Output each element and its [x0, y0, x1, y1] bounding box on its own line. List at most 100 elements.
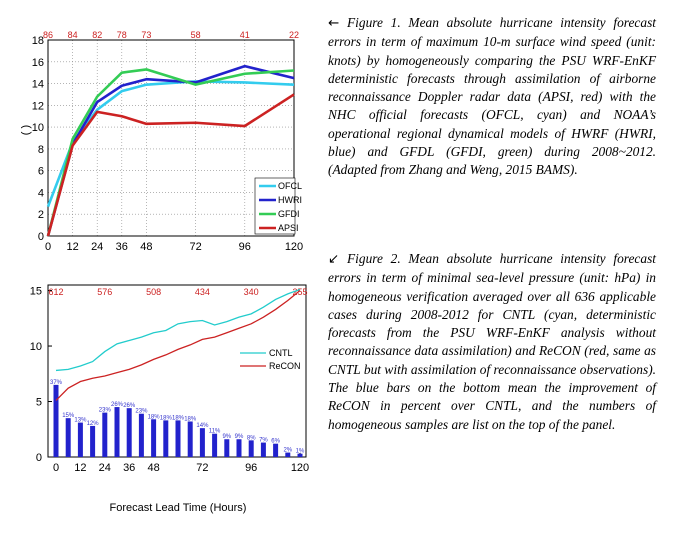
figure2-bar: [126, 408, 132, 457]
figure1-xtick-label: 48: [140, 241, 152, 253]
figure1-caption: ← Figure 1. Mean absolute hurricane inte…: [328, 14, 656, 180]
figure1-series-line-hwri: [46, 64, 295, 237]
figure2-xtick-label: 72: [196, 462, 208, 474]
figure2-bar: [102, 412, 108, 457]
figure2-bar-label: 6%: [271, 439, 280, 445]
figure2-bar: [65, 418, 71, 457]
figure2-xtick-label: 96: [245, 462, 257, 474]
figure2-caption-text: Figure 2. Mean absolute hurricane intens…: [328, 251, 656, 432]
figure1-ytick-label: 8: [38, 144, 44, 156]
figure2-sample-count: 576: [97, 287, 112, 297]
figure2-bar: [199, 428, 205, 457]
figure2-bar-label: 18%: [160, 415, 173, 421]
figure2-legend-label-recon: ReCON: [269, 361, 301, 371]
figure2-legend-label-cntl: CNTL: [269, 348, 293, 358]
figure2-bar: [224, 439, 230, 457]
figure1-legend-label-gfdi: GFDI: [278, 209, 300, 219]
figure2-bar: [212, 433, 218, 457]
figure1-sample-count: 41: [240, 30, 250, 40]
figure2-bar-label: 8%: [247, 435, 256, 441]
figure1-legend-label-apsi: APSI: [278, 223, 299, 233]
figure1-ytick-label: 6: [38, 166, 44, 178]
figure2-improvement-bars: 37%15%13%12%23%26% 26%23%18% 18% 18% 18%14%1…: [50, 380, 305, 457]
figure1-xtick-label: 120: [285, 241, 303, 253]
figure1-legend: OFCL HWRI GFDI APSI: [254, 177, 302, 235]
figure1-ytick-label: 12: [32, 100, 44, 112]
arrow-left-icon: ←: [328, 16, 340, 31]
figure1-xtick-label: 96: [239, 241, 251, 253]
figure2-ytick-label: 5: [36, 397, 42, 409]
figure2-bar-label: 18%: [172, 415, 185, 421]
figure2-xtick-label: 36: [123, 462, 135, 474]
figure1-legend-label-hwri: HWRI: [278, 195, 302, 205]
figure1-ytick-label: 10: [32, 122, 44, 134]
figure2-bar: [53, 384, 59, 457]
figure1-ytick-label: 16: [32, 57, 44, 69]
figure1-xtick-label: 0: [45, 241, 51, 253]
figure2-bar: [163, 420, 169, 457]
figure2-axes: 0 5 10 15 0 12 24 36 48 72 96 120: [30, 286, 309, 474]
figure2-bar: [151, 419, 157, 457]
figure2-bar: [90, 425, 96, 457]
figure1-xtick-label: 24: [91, 241, 103, 253]
figure1-sample-count: 73: [141, 30, 151, 40]
figure1-ytick-label: 4: [38, 187, 44, 199]
figure1-xtick-label: 72: [189, 241, 201, 253]
figure2-sample-counts: 612 576 508 434 340 255: [48, 287, 307, 297]
figure2-bar-label: 26%: [123, 403, 136, 409]
figure2-bar: [285, 452, 291, 457]
figure2-xtick-label: 120: [291, 462, 309, 474]
figure2-sample-count: 612: [48, 287, 63, 297]
figure1-caption-text: Figure 1. Mean absolute hurricane intens…: [328, 15, 656, 178]
figure2-chart: 0 5 10 15 0 12 24 36 48 72 96 120 612 576 508 434 340 25…: [30, 284, 309, 514]
figure1-sample-counts: 86 84 82 78 73 58 41 22: [43, 30, 299, 40]
figure1-sample-count: 84: [68, 30, 78, 40]
figure2-bar: [77, 422, 83, 457]
figure1-ytick-label: 0: [38, 231, 44, 243]
figure2-bar-label: 26%: [111, 402, 124, 408]
figure1-series: [46, 64, 295, 237]
figure1-legend-box: [254, 177, 296, 235]
figure1-xtick-label: 12: [66, 241, 78, 253]
figure1-ytick-label: 14: [32, 79, 44, 91]
figure1-plot-frame: [47, 39, 295, 237]
figure1-series-line-gfdi: [46, 68, 295, 237]
figure2-legend: CNTL ReCON: [240, 348, 301, 371]
figure1-sample-count: 82: [92, 30, 102, 40]
figure2-bar-label: 1%: [296, 449, 305, 455]
figure2-xtick-label: 48: [147, 462, 159, 474]
figure2-caption: ↙ Figure 2. Mean absolute hurricane inte…: [328, 250, 656, 434]
figure2-bar-label: 37%: [50, 380, 63, 386]
figure1-ylabel: ( ): [20, 125, 32, 135]
figure2-series-line-recon: [55, 290, 301, 401]
figure2-bar-label: 11%: [209, 429, 221, 435]
figure2-sample-count: 255: [292, 287, 307, 297]
figure2-bar: [248, 440, 254, 457]
figure2-bar-label: 9%: [222, 434, 231, 440]
figure2-bar: [297, 453, 303, 457]
figure2-series: [55, 288, 301, 401]
figure1-xtick-label: 36: [116, 241, 128, 253]
figure2-bar: [236, 439, 242, 457]
figure2-bar-label: 2%: [283, 448, 292, 454]
figure2-bar-label: 13%: [74, 418, 87, 424]
figure1-sample-count: 22: [289, 30, 299, 40]
figure2-ytick-label: 10: [30, 341, 42, 353]
figure2-bar: [114, 407, 120, 457]
figure1-legend-label-ofcl: OFCL: [278, 181, 302, 191]
figure2-bar: [260, 442, 266, 457]
figure2-bar: [273, 443, 279, 457]
figure2-bar-label: 18%: [184, 416, 197, 422]
figure2-bar-label: 9%: [235, 434, 244, 440]
figure2-xtick-label: 24: [99, 462, 111, 474]
figure2-bar-label: 23%: [99, 408, 112, 414]
figure1-sample-count: 58: [191, 30, 201, 40]
figure2-ytick-label: 15: [30, 286, 42, 298]
figure2-bar: [138, 413, 144, 457]
figure1-series-line-apsi: [46, 93, 295, 237]
figure2-bar-label: 14%: [196, 423, 209, 429]
figure2-bar: [175, 420, 181, 457]
arrow-down-left-icon: ↙: [328, 252, 340, 267]
